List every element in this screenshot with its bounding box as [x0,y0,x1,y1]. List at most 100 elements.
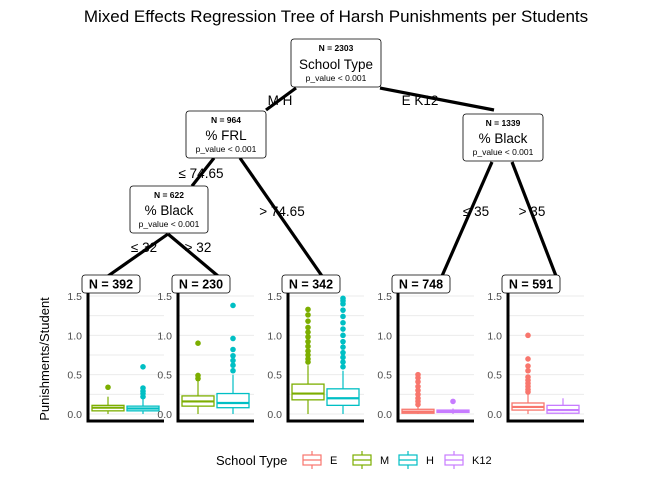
outlier-point [230,302,236,309]
outlier-point [415,378,421,385]
leaf-n-box [171,274,231,294]
outlier-point [230,346,236,353]
boxplot-K12 [436,398,470,414]
outlier-point [525,363,531,369]
node-root-pvalue: p_value < 0.001 [306,73,367,83]
outlier-point [195,340,201,347]
box-iqr [291,383,325,401]
box-iqr [216,392,250,409]
node-root-variable: School Type [299,57,373,72]
node-black-right-box [462,113,544,162]
outlier-point [340,338,346,345]
node-frl: N = 964 % FRL p_value < 0.001 [185,110,267,159]
outlier-point [230,357,236,364]
boxplot-E [401,371,435,414]
boxplot-H [126,364,160,414]
y-tick-label: 1.0 [487,330,502,342]
node-black-right-variable: % Black [479,131,528,146]
outlier-point [340,349,346,356]
outlier-point [340,307,346,313]
node-black-left-n: N = 622 [154,190,184,200]
y-tick-label: 1.0 [267,330,282,342]
outlier-point [450,398,456,405]
outlier-point [525,356,531,362]
node-root-n: N = 2303 [319,43,354,53]
y-tick-label: 1.0 [157,330,172,342]
outlier-point [340,354,346,361]
edge-black-left-leaf2 [166,232,220,278]
legend: School Type E M H K12 [216,451,492,469]
y-tick-label: 1.5 [267,291,282,303]
node-black-left-pvalue: p_value < 0.001 [139,219,200,229]
edge-label-frl-leaf3: > 74.65 [259,204,304,219]
legend-title: School Type [216,453,287,468]
node-black-right-pvalue: p_value < 0.001 [473,147,534,157]
outlier-point [340,313,346,320]
outlier-point [340,332,346,339]
outlier-point [195,372,201,379]
legend-item-h: H [398,451,434,469]
edge-black-right-leaf4 [440,161,494,277]
outlier-point [415,371,421,378]
outlier-point [340,319,346,326]
outlier-point [305,334,311,340]
node-black-right: N = 1339 % Black p_value < 0.001 [462,113,544,162]
edge-label-black-left-leaf1: ≤ 32 [131,240,157,255]
outlier-point [305,318,311,324]
node-frl-box [185,110,267,159]
outlier-point [305,338,311,345]
legend-label: E [330,455,337,467]
edge-root-black-right [379,86,495,112]
edge-label-root-black-right: E K12 [402,93,439,108]
chart-title: Mixed Effects Regression Tree of Harsh P… [84,7,588,26]
node-frl-pvalue: p_value < 0.001 [196,144,257,154]
y-tick-label: 1.5 [157,291,172,303]
leaf-n-box [391,274,451,294]
boxplot-K12 [546,398,580,414]
legend-label: M [380,455,389,467]
leaf-panel-5: 0.0 0.5 1.0 1.5 N = 591 [487,274,584,423]
edge-label-black-left-leaf2: > 32 [185,240,212,255]
node-frl-variable: % FRL [205,128,247,143]
leaf-n-label: N = 392 [89,278,133,292]
outlier-point [305,352,311,358]
node-black-left-box [129,185,209,234]
y-tick-label: 1.5 [487,291,502,303]
outlier-point [340,295,346,302]
edge-frl-black-left [190,157,216,187]
leaf-n-label: N = 230 [179,278,223,292]
outlier-point [305,324,311,331]
leaf-n-box [81,274,141,294]
edge-root-frl [265,86,297,112]
outlier-point [305,348,311,354]
leaf-panel-3: 0.0 0.5 1.0 1.5 N = 342 [267,274,364,423]
edge-black-left-leaf1 [107,232,169,278]
leaf-n-box [281,274,341,294]
outlier-point [105,384,111,391]
outlier-point [340,344,346,350]
edge-label-black-right-leaf5: > 35 [519,204,546,219]
outlier-point [305,329,311,335]
edge-black-right-leaf5 [510,161,558,277]
outlier-point [525,374,531,380]
legend-label: H [426,455,434,467]
leaf-panel-4: 0.0 0.5 1.0 1.5 N = 748 [377,274,474,423]
y-tick-label: 0.5 [267,370,282,382]
legend-item-e: E [302,451,337,469]
y-tick-label: 0.0 [67,409,82,421]
outlier-point [415,391,421,398]
outlier-point [305,312,311,318]
node-frl-n: N = 964 [211,115,241,125]
edge-label-black-right-leaf4: ≤ 35 [463,204,489,219]
y-tick-label: 0.5 [67,370,82,382]
outlier-point [340,364,346,370]
node-black-left-variable: % Black [145,203,194,218]
leaf-n-label: N = 342 [289,278,333,292]
y-tick-label: 0.5 [487,370,502,382]
legend-label: K12 [472,455,492,467]
outlier-point [230,352,236,359]
outlier-point [305,343,311,350]
y-tick-label: 1.0 [67,330,82,342]
outlier-point [525,367,531,374]
